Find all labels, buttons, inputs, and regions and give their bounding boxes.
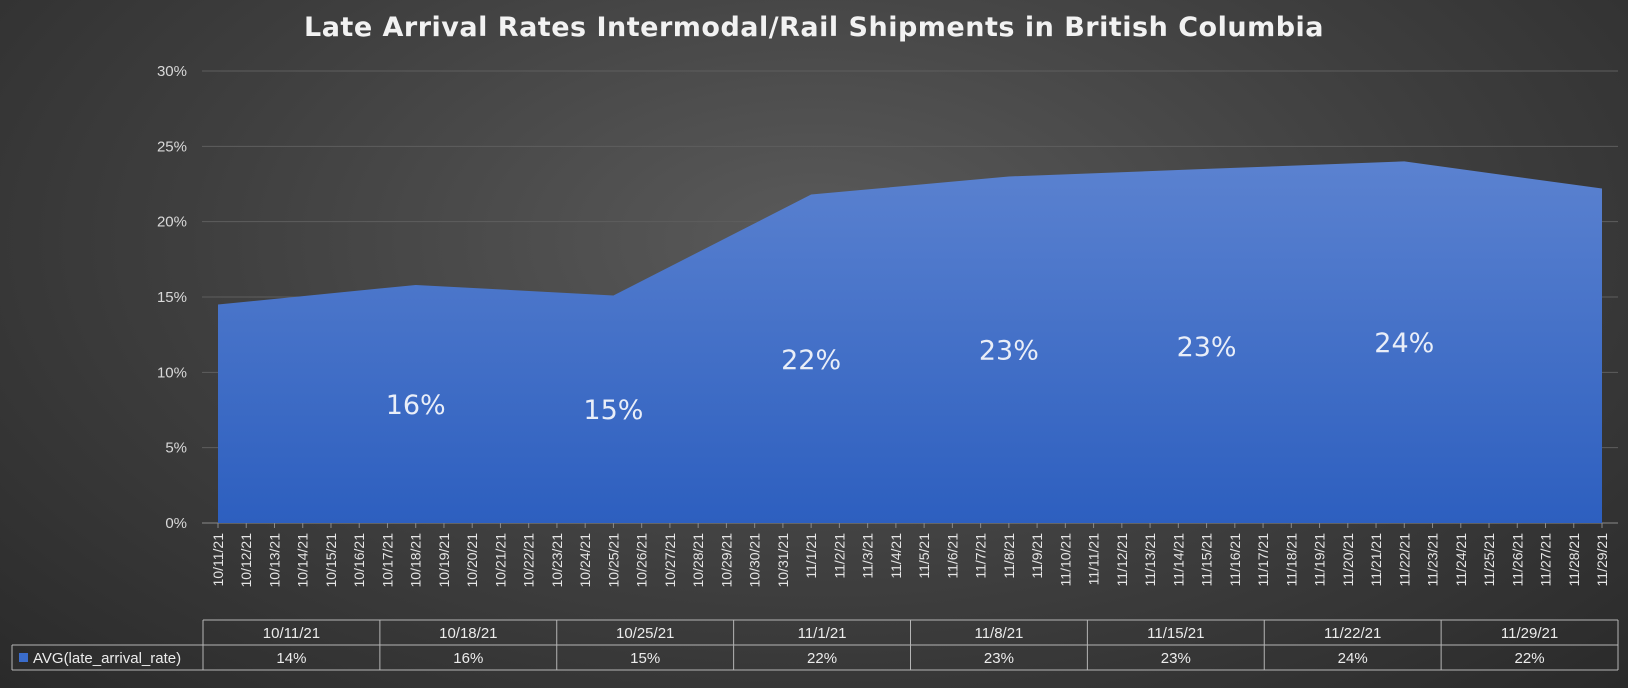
table-value-cell: 15%	[630, 650, 660, 667]
table-header-cell: 11/1/21	[798, 625, 847, 642]
y-tick-label: 20%	[157, 214, 187, 231]
x-tick-label: 11/28/21	[1566, 533, 1582, 587]
y-tick-label: 15%	[157, 289, 187, 306]
y-tick-label: 5%	[165, 440, 187, 457]
x-tick-label: 10/16/21	[351, 533, 367, 588]
chart-title: Late Arrival Rates Intermodal/Rail Shipm…	[304, 12, 1324, 43]
data-label: 24%	[1374, 328, 1434, 359]
x-tick-label: 11/1/21	[803, 533, 819, 579]
x-tick-label: 11/29/21	[1594, 533, 1610, 587]
x-tick-label: 11/22/21	[1396, 533, 1412, 587]
x-axis: 10/11/21 10/12/21 10/13/21 10/14/21 10/15/21…	[210, 523, 1610, 588]
data-label: 23%	[1177, 332, 1237, 363]
x-tick-label: 10/30/21	[747, 533, 763, 588]
x-tick-label: 11/21/21	[1368, 533, 1384, 587]
x-tick-label: 10/25/21	[605, 533, 621, 588]
x-tick-label: 10/13/21	[266, 533, 282, 588]
table-header-cell: 11/15/21	[1147, 625, 1204, 642]
y-tick-label: 10%	[157, 364, 187, 381]
table-value-cell: 14%	[276, 650, 306, 667]
x-tick-label: 11/8/21	[1001, 533, 1017, 579]
x-tick-label: 11/26/21	[1509, 533, 1525, 587]
x-tick-label: 11/18/21	[1283, 533, 1299, 587]
x-tick-label: 10/17/21	[379, 533, 395, 588]
table-value-cell: 22%	[807, 650, 837, 667]
table-header-cell: 11/22/21	[1324, 625, 1381, 642]
data-label: 22%	[781, 345, 841, 376]
legend-swatch	[19, 653, 28, 662]
data-label: 15%	[583, 395, 643, 426]
table-value-cell: 23%	[984, 650, 1014, 667]
table-row-label: AVG(late_arrival_rate)	[33, 650, 181, 667]
x-tick-label: 10/20/21	[464, 533, 480, 588]
table-header-cell: 10/18/21	[439, 625, 497, 642]
table-header-cell: 10/25/21	[616, 625, 674, 642]
x-tick-label: 11/25/21	[1481, 533, 1497, 587]
x-tick-label: 11/20/21	[1340, 533, 1356, 587]
x-tick-label: 11/7/21	[973, 533, 989, 579]
x-tick-label: 11/11/21	[1086, 533, 1102, 586]
y-tick-label: 0%	[165, 515, 187, 532]
x-tick-label: 10/22/21	[521, 533, 537, 588]
x-tick-label: 11/19/21	[1312, 533, 1328, 587]
x-tick-label: 11/13/21	[1142, 533, 1158, 587]
x-tick-label: 11/2/21	[831, 533, 847, 579]
x-tick-label: 10/12/21	[238, 533, 254, 588]
table-header-cell: 10/11/21	[263, 625, 320, 642]
x-tick-label: 10/19/21	[436, 533, 452, 588]
x-tick-label: 10/29/21	[718, 533, 734, 588]
x-tick-label: 11/12/21	[1114, 533, 1130, 587]
x-tick-label: 10/28/21	[690, 533, 706, 588]
x-tick-label: 11/15/21	[1199, 533, 1215, 587]
x-tick-label: 11/17/21	[1255, 533, 1271, 587]
table-value-cell: 16%	[453, 650, 483, 667]
table-header-cell: 11/29/21	[1501, 625, 1558, 642]
x-tick-label: 10/24/21	[577, 533, 593, 588]
x-tick-label: 10/31/21	[775, 533, 791, 588]
y-tick-label: 30%	[157, 63, 187, 80]
x-tick-label: 11/23/21	[1425, 533, 1441, 587]
x-tick-label: 11/14/21	[1170, 533, 1186, 587]
y-tick-label: 25%	[157, 138, 187, 155]
x-tick-label: 11/3/21	[860, 533, 876, 579]
x-tick-label: 10/15/21	[323, 533, 339, 588]
table-value-cell: 24%	[1338, 650, 1368, 667]
data-label: 16%	[386, 390, 446, 421]
series-area	[218, 161, 1602, 523]
x-tick-label: 10/27/21	[662, 533, 678, 588]
x-tick-label: 11/6/21	[944, 533, 960, 579]
data-table: 10/11/21 10/18/21 10/25/21 11/1/21 11/8/21 11…	[11, 619, 1619, 671]
plot-area	[218, 161, 1602, 523]
x-tick-label: 11/24/21	[1453, 533, 1469, 587]
x-tick-label: 11/5/21	[916, 533, 932, 579]
y-axis: 0% 5% 10% 15% 20% 25% 30%	[157, 63, 187, 532]
data-labels: 16% 15% 22% 23% 23% 24%	[386, 328, 1435, 426]
table-value-cell: 23%	[1161, 650, 1191, 667]
data-label: 23%	[979, 336, 1039, 367]
x-tick-label: 10/18/21	[408, 533, 424, 588]
x-tick-label: 11/9/21	[1029, 533, 1045, 579]
x-tick-label: 10/14/21	[295, 533, 311, 588]
x-tick-label: 10/21/21	[492, 533, 508, 588]
x-tick-label: 11/4/21	[888, 533, 904, 579]
x-tick-label: 10/23/21	[549, 533, 565, 588]
table-value-cell: 22%	[1515, 650, 1545, 667]
x-tick-label: 11/16/21	[1227, 533, 1243, 587]
x-tick-label: 11/10/21	[1057, 533, 1073, 587]
table-header-cell: 11/8/21	[974, 625, 1023, 642]
x-tick-label: 10/11/21	[210, 533, 226, 587]
x-tick-label: 10/26/21	[634, 533, 650, 588]
x-tick-label: 11/27/21	[1538, 533, 1554, 587]
